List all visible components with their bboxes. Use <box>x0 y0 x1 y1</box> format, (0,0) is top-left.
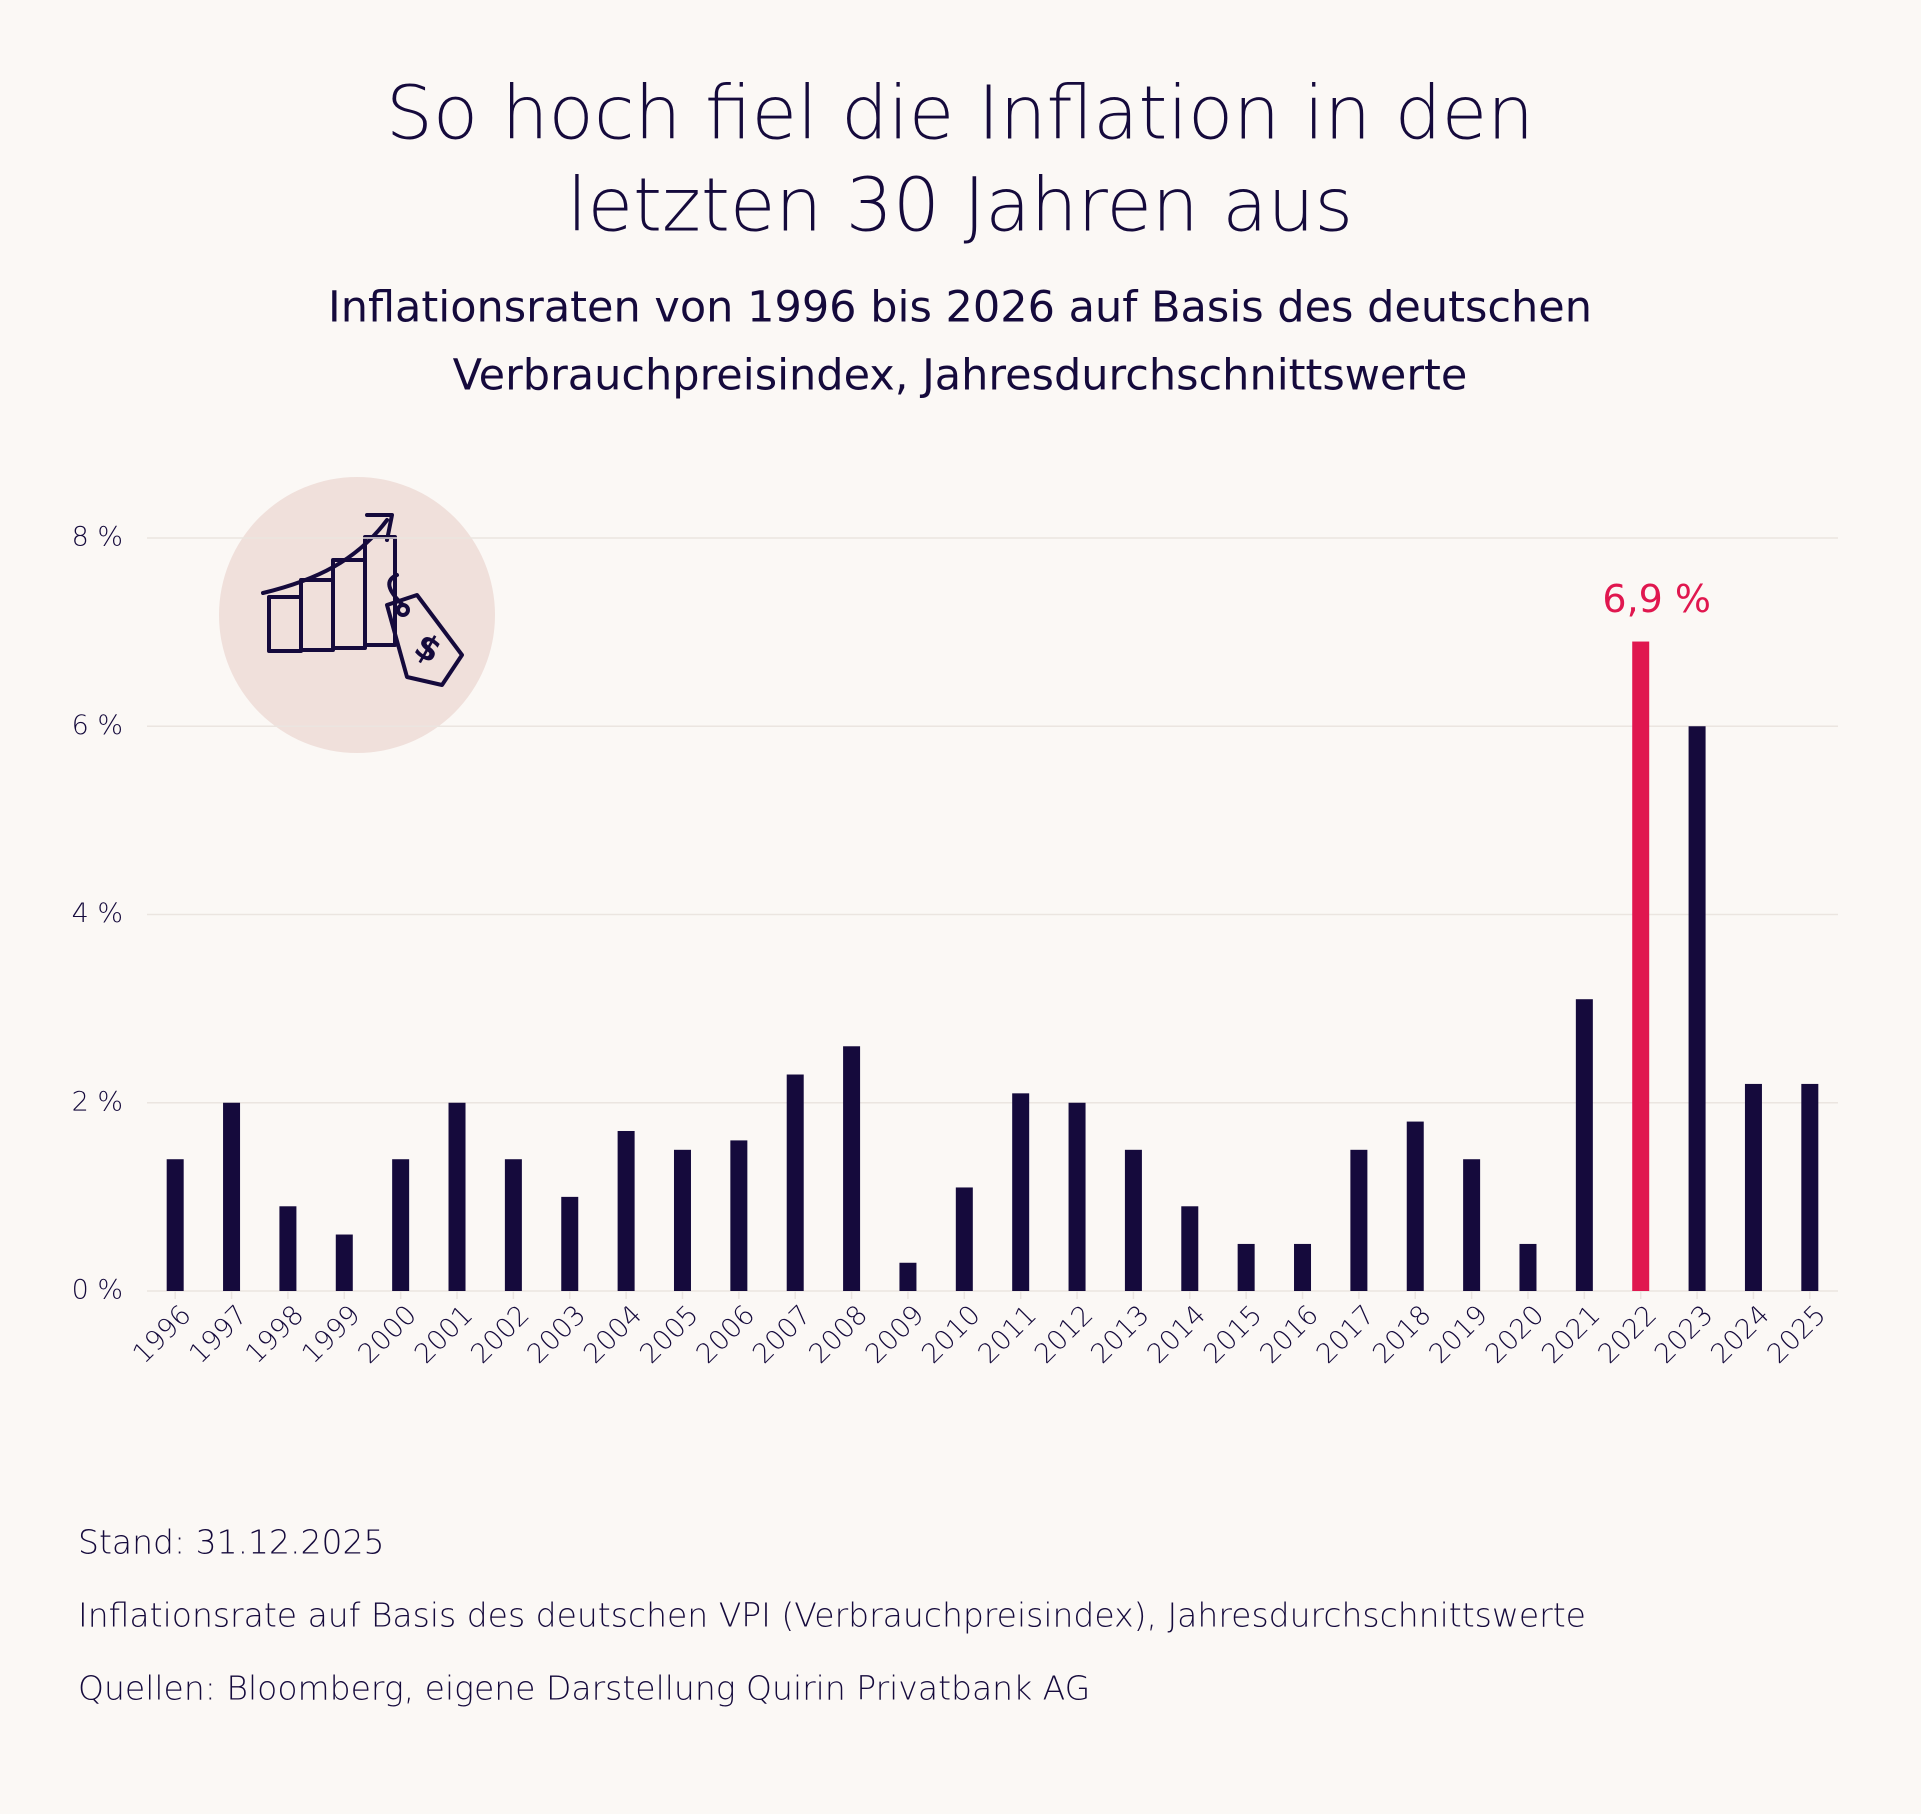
bar <box>1519 1243 1537 1291</box>
y-tick-label: 0 % <box>72 1275 123 1306</box>
chart-subtitle: Verbrauchpreisindex, Jahresdurchschnitts… <box>453 351 1468 401</box>
x-tick-label: 2007 <box>747 1299 818 1370</box>
bar <box>504 1159 522 1291</box>
footnote: Inflationsrate auf Basis des deutschen V… <box>78 1596 1586 1635</box>
chart-title: So hoch fiel die Inflation in den <box>386 71 1534 157</box>
bar <box>1124 1149 1142 1291</box>
bar <box>1801 1083 1819 1291</box>
chart-title: letzten 30 Jahren aus <box>567 163 1353 249</box>
bar <box>1068 1102 1086 1291</box>
x-tick-label: 2010 <box>916 1299 987 1370</box>
x-tick-label: 2024 <box>1705 1299 1776 1370</box>
y-tick-label: 2 % <box>72 1086 123 1117</box>
bar <box>1294 1243 1312 1291</box>
footnote: Quellen: Bloomberg, eigene Darstellung Q… <box>78 1669 1090 1708</box>
bar <box>843 1046 861 1291</box>
bar <box>617 1130 635 1291</box>
x-tick-label: 1999 <box>296 1299 367 1370</box>
bar <box>673 1149 691 1291</box>
x-tick-label: 2025 <box>1762 1299 1833 1370</box>
bar <box>1012 1093 1030 1291</box>
bar <box>730 1140 748 1291</box>
x-tick-label: 2001 <box>409 1299 480 1370</box>
bar <box>1181 1206 1199 1291</box>
bar <box>955 1187 973 1291</box>
bar <box>166 1159 184 1291</box>
x-tick-label: 1996 <box>127 1299 198 1370</box>
bar <box>335 1234 353 1291</box>
bar <box>1463 1159 1481 1291</box>
x-tick-label: 2022 <box>1592 1299 1663 1370</box>
x-tick-label: 2017 <box>1311 1299 1382 1370</box>
x-tick-label: 2014 <box>1142 1299 1213 1370</box>
value-label: 6,9 % <box>1602 577 1711 621</box>
bar <box>1237 1243 1255 1291</box>
bar <box>1688 726 1706 1291</box>
x-tick-label: 2016 <box>1254 1299 1325 1370</box>
bar <box>279 1206 297 1291</box>
bar <box>392 1159 410 1291</box>
y-tick-label: 6 % <box>72 710 123 741</box>
chart-subtitle: Inflationsraten von 1996 bis 2026 auf Ba… <box>328 283 1592 333</box>
x-tick-label: 2003 <box>521 1299 592 1370</box>
x-tick-label: 2005 <box>634 1299 705 1370</box>
x-tick-label: 2023 <box>1649 1299 1720 1370</box>
x-tick-label: 2002 <box>465 1299 536 1370</box>
x-tick-label: 1998 <box>240 1299 311 1370</box>
bar <box>448 1102 466 1291</box>
x-tick-label: 2018 <box>1367 1299 1438 1370</box>
x-tick-label: 2006 <box>691 1299 762 1370</box>
bar <box>223 1102 241 1291</box>
x-tick-label: 2009 <box>860 1299 931 1370</box>
x-tick-label: 2015 <box>1198 1299 1269 1370</box>
bar <box>1350 1149 1368 1291</box>
x-tick-label: 2020 <box>1480 1299 1551 1370</box>
bar <box>1632 641 1650 1291</box>
footnote: Stand: 31.12.2025 <box>78 1523 385 1562</box>
x-tick-label: 2000 <box>352 1299 423 1370</box>
x-tick-label: 2011 <box>972 1299 1043 1370</box>
bar <box>786 1074 804 1291</box>
x-tick-label: 2004 <box>578 1299 649 1370</box>
bar <box>1575 999 1593 1291</box>
bar <box>561 1196 579 1291</box>
bar <box>899 1262 917 1291</box>
icon: $ <box>219 477 495 753</box>
y-tick-label: 8 % <box>72 522 123 553</box>
y-tick-label: 4 % <box>72 898 123 929</box>
x-tick-label: 2008 <box>803 1299 874 1370</box>
bar <box>1406 1121 1424 1291</box>
x-tick-label: 2013 <box>1085 1299 1156 1370</box>
x-tick-label: 2021 <box>1536 1299 1607 1370</box>
bar <box>1744 1083 1762 1291</box>
x-tick-label: 2019 <box>1423 1299 1494 1370</box>
x-tick-label: 1997 <box>183 1299 254 1370</box>
x-tick-label: 2012 <box>1029 1299 1100 1370</box>
